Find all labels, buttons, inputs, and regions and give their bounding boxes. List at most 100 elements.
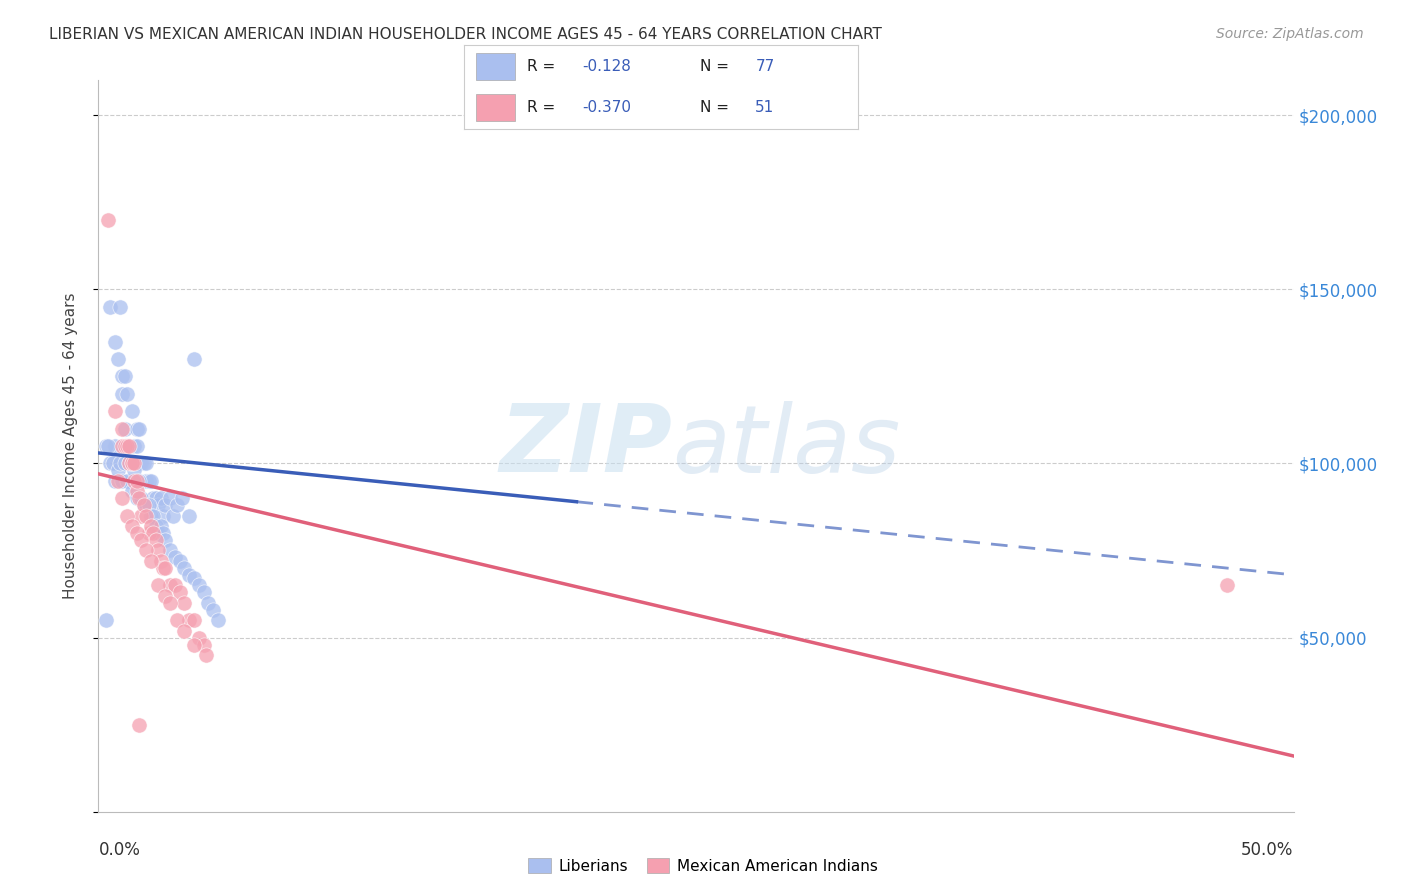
Text: 0.0%: 0.0% — [98, 841, 141, 859]
Point — [173, 624, 195, 638]
Text: R =: R = — [527, 100, 555, 115]
Point — [121, 474, 143, 488]
Point — [135, 508, 157, 523]
FancyBboxPatch shape — [475, 54, 515, 80]
Point — [155, 533, 177, 547]
Point — [125, 439, 148, 453]
Text: 51: 51 — [755, 100, 775, 115]
Text: atlas: atlas — [672, 401, 900, 491]
Point — [159, 596, 181, 610]
Point — [94, 439, 117, 453]
Point — [149, 554, 172, 568]
Text: R =: R = — [527, 59, 555, 74]
Point — [115, 439, 138, 453]
Point — [124, 457, 146, 471]
Point — [145, 491, 167, 506]
Point — [159, 543, 181, 558]
Point — [187, 578, 209, 592]
Point — [125, 526, 148, 541]
Point — [128, 717, 150, 731]
Point — [132, 457, 155, 471]
Point — [94, 613, 117, 627]
Point — [183, 638, 205, 652]
Point — [187, 631, 209, 645]
Y-axis label: Householder Income Ages 45 - 64 years: Householder Income Ages 45 - 64 years — [63, 293, 77, 599]
Point — [149, 519, 172, 533]
Point — [131, 508, 153, 523]
Point — [193, 585, 215, 599]
Point — [107, 463, 129, 477]
Point — [111, 491, 134, 506]
Point — [135, 543, 157, 558]
Point — [197, 596, 219, 610]
Point — [135, 457, 157, 471]
Point — [125, 484, 148, 499]
Point — [139, 508, 162, 523]
Text: N =: N = — [700, 59, 730, 74]
Point — [111, 474, 134, 488]
Point — [111, 439, 134, 453]
Point — [169, 554, 191, 568]
Point — [114, 457, 136, 471]
Point — [118, 439, 141, 453]
Point — [97, 439, 120, 453]
Point — [138, 498, 160, 512]
Point — [148, 543, 170, 558]
Point — [142, 491, 165, 506]
Text: -0.370: -0.370 — [582, 100, 631, 115]
Point — [169, 585, 191, 599]
Text: ZIP: ZIP — [499, 400, 672, 492]
Point — [152, 508, 174, 523]
Point — [155, 561, 177, 575]
Text: Source: ZipAtlas.com: Source: ZipAtlas.com — [1216, 27, 1364, 41]
Point — [121, 457, 143, 471]
Point — [162, 508, 184, 523]
Point — [121, 457, 143, 471]
Point — [166, 613, 188, 627]
Point — [101, 457, 124, 471]
Point — [124, 457, 146, 471]
Point — [118, 457, 141, 471]
Point — [132, 498, 155, 512]
Point — [173, 596, 195, 610]
Point — [139, 554, 162, 568]
Point — [115, 508, 138, 523]
Point — [104, 404, 127, 418]
Point — [142, 508, 165, 523]
Point — [195, 648, 218, 662]
Point — [135, 474, 157, 488]
Point — [108, 300, 131, 314]
Point — [121, 484, 143, 499]
Text: 77: 77 — [755, 59, 775, 74]
Point — [131, 491, 153, 506]
Point — [111, 369, 134, 384]
Point — [142, 526, 165, 541]
Point — [179, 508, 201, 523]
Point — [118, 457, 141, 471]
Point — [124, 439, 146, 453]
Point — [159, 491, 181, 506]
Point — [139, 519, 162, 533]
Text: N =: N = — [700, 100, 730, 115]
Legend: Liberians, Mexican American Indians: Liberians, Mexican American Indians — [522, 852, 884, 880]
Point — [114, 421, 136, 435]
Point — [172, 491, 194, 506]
Point — [155, 498, 177, 512]
Point — [114, 439, 136, 453]
Point — [124, 474, 146, 488]
Point — [155, 589, 177, 603]
Point — [111, 421, 134, 435]
Point — [111, 386, 134, 401]
Point — [148, 526, 170, 541]
Point — [128, 474, 150, 488]
Point — [139, 474, 162, 488]
Point — [207, 613, 229, 627]
Point — [138, 526, 160, 541]
Point — [131, 533, 153, 547]
Point — [163, 550, 186, 565]
Point — [183, 571, 205, 585]
Point — [1215, 578, 1237, 592]
Point — [104, 439, 127, 453]
Point — [107, 474, 129, 488]
Point — [145, 519, 167, 533]
